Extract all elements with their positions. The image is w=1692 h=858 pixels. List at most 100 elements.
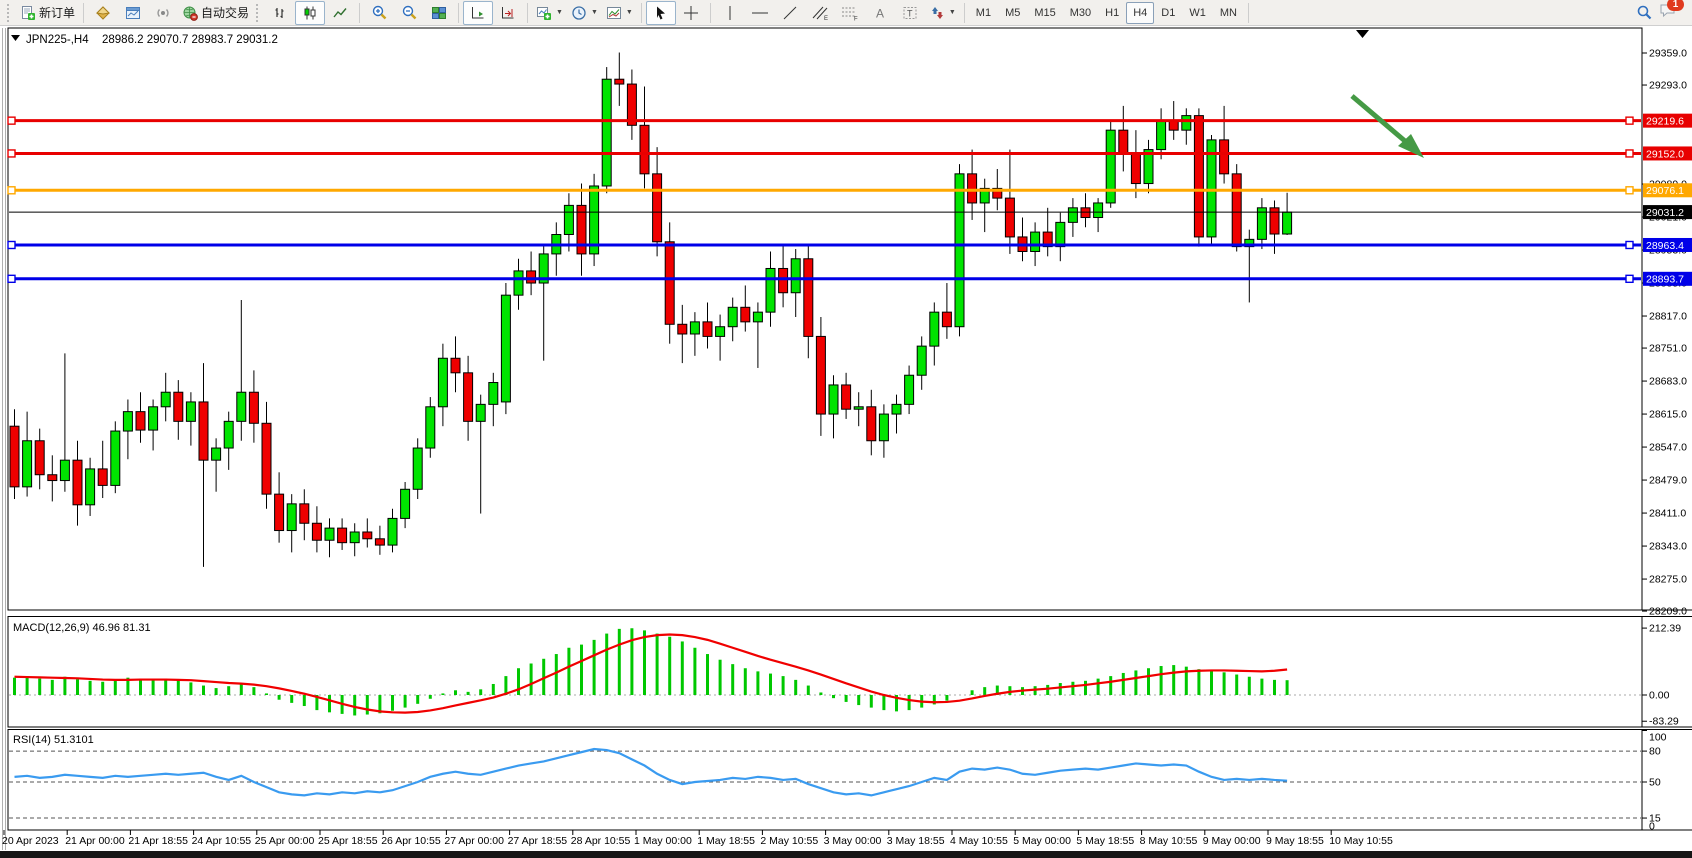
level-endpoint-marker[interactable] (1625, 116, 1634, 125)
bull-candle (1030, 231, 1041, 252)
templates-button[interactable]: ▼ (602, 1, 637, 25)
separator (359, 2, 361, 23)
bull-candle (1093, 202, 1104, 219)
level-endpoint-marker[interactable] (1625, 186, 1634, 195)
chart-title-symbol: JPN225-,H4 (26, 34, 89, 46)
toolbar-drag-handle[interactable] (256, 3, 262, 22)
timeframe-d1-button[interactable]: D1 (1161, 6, 1176, 19)
timeframe-mn-button[interactable]: MN (1219, 6, 1237, 19)
price-level-badge (1643, 205, 1692, 220)
timeframe-m15-button[interactable]: M15 (1034, 6, 1056, 19)
level-endpoint-marker[interactable] (7, 149, 16, 158)
cursor-tool-button[interactable] (645, 0, 676, 25)
trend-arrow-annotation[interactable] (1350, 94, 1424, 158)
trendline-tool-button[interactable] (775, 1, 805, 25)
toolbar-drag-handle[interactable] (7, 3, 13, 22)
notifications-button[interactable]: 1 (1659, 0, 1684, 24)
date-tick-label: 27 Apr 00:00 (444, 835, 504, 847)
crosshair-tool-button[interactable] (676, 1, 706, 25)
auto-scroll-button[interactable] (463, 0, 494, 25)
text-tool-button[interactable]: A (865, 1, 895, 25)
periods-button[interactable]: ▼ (567, 1, 602, 25)
bull-candle (929, 311, 940, 347)
rsi-panel[interactable] (7, 729, 1643, 831)
chart-collapse-icon[interactable] (11, 35, 20, 41)
bull-candle (1105, 129, 1116, 204)
main-chart-panel[interactable] (7, 27, 1643, 611)
arrows-tool-button[interactable]: ▼ (925, 1, 960, 25)
bull-candle (185, 401, 196, 422)
bull-candle (563, 204, 574, 236)
price-level-badge (1643, 113, 1692, 128)
chart-shift-button[interactable] (493, 1, 523, 25)
candlestick-mode-button[interactable] (295, 0, 326, 25)
bull-candle (1244, 238, 1255, 248)
line-chart-mode-button[interactable] (325, 1, 355, 25)
timeframe-m30-button[interactable]: M30 (1069, 6, 1092, 19)
bear-candle (866, 406, 877, 442)
timeframe-m1-button[interactable]: M1 (975, 6, 992, 19)
timeframe-w1-button[interactable]: W1 (1189, 6, 1206, 19)
bull-candle (916, 345, 927, 376)
price-level-badge (1643, 237, 1692, 252)
chart-window-button[interactable] (118, 1, 148, 25)
bear-candle (941, 311, 952, 328)
date-tick-label: 5 May 18:55 (1076, 835, 1134, 847)
signal-button[interactable] (148, 1, 178, 25)
tile-windows-icon (432, 6, 447, 19)
zoom-in-button[interactable] (364, 1, 394, 25)
chart-shift-marker[interactable] (1356, 30, 1369, 38)
bear-candle (1080, 207, 1091, 219)
horizontal-line-tool-button[interactable] (745, 1, 775, 25)
bull-candle (387, 517, 398, 546)
bull-candle (1067, 207, 1078, 223)
bear-candle (1130, 153, 1141, 185)
price-level-badge-label: 29076.1 (1646, 185, 1684, 197)
bear-candle (677, 323, 688, 335)
bull-candle (1282, 211, 1293, 235)
equidistant-channel-tool-button[interactable]: E (805, 1, 835, 25)
vertical-line-tool-button[interactable] (715, 1, 745, 25)
search-button[interactable] (1629, 1, 1659, 25)
bear-candle (1042, 231, 1053, 248)
bull-candle (538, 253, 549, 284)
price-level-badge-label: 29219.6 (1646, 115, 1684, 127)
bar-chart-mode-button[interactable] (265, 1, 295, 25)
zoom-out-button[interactable] (394, 1, 424, 25)
price-level-badge-label: 28893.7 (1646, 274, 1684, 286)
level-endpoint-marker[interactable] (7, 240, 16, 250)
timeframe-m5-button[interactable]: M5 (1005, 6, 1021, 19)
level-endpoint-marker[interactable] (7, 116, 16, 125)
level-endpoint-marker[interactable] (1625, 149, 1634, 158)
level-endpoint-marker[interactable] (7, 274, 16, 284)
bear-candle (248, 391, 259, 424)
price-level-badge (1643, 183, 1692, 198)
timeframe-h4-button[interactable]: H4 (1126, 1, 1155, 24)
eraser-button[interactable] (88, 1, 118, 25)
line-chart-icon (333, 7, 347, 17)
level-endpoint-marker[interactable] (1625, 274, 1634, 284)
bear-candle (9, 425, 20, 488)
level-endpoint-marker[interactable] (7, 186, 16, 195)
new-order-button[interactable]: 新订单 (16, 1, 79, 25)
bear-candle (135, 411, 146, 431)
zoom-out-icon (402, 5, 416, 20)
bear-candle (1269, 207, 1280, 235)
macd-panel[interactable] (7, 616, 1643, 728)
text-label-tool-button[interactable]: T (895, 1, 925, 25)
add-indicator-button[interactable]: ▼ (532, 1, 567, 25)
bear-candle (992, 187, 1003, 199)
fibonacci-tool-button[interactable]: F (835, 1, 865, 25)
auto-trading-button[interactable]: 自动交易 (178, 1, 253, 25)
level-endpoint-marker[interactable] (1625, 240, 1634, 250)
bull-candle (715, 326, 726, 337)
bull-candle (513, 270, 524, 296)
dropdown-caret-icon: ▼ (625, 9, 633, 16)
tile-windows-button[interactable] (424, 1, 454, 25)
bull-candle (790, 258, 801, 294)
timeframe-h1-button[interactable]: H1 (1105, 6, 1120, 19)
bull-candle (1143, 149, 1154, 185)
svg-text:E: E (824, 16, 828, 21)
bear-candle (815, 335, 826, 415)
